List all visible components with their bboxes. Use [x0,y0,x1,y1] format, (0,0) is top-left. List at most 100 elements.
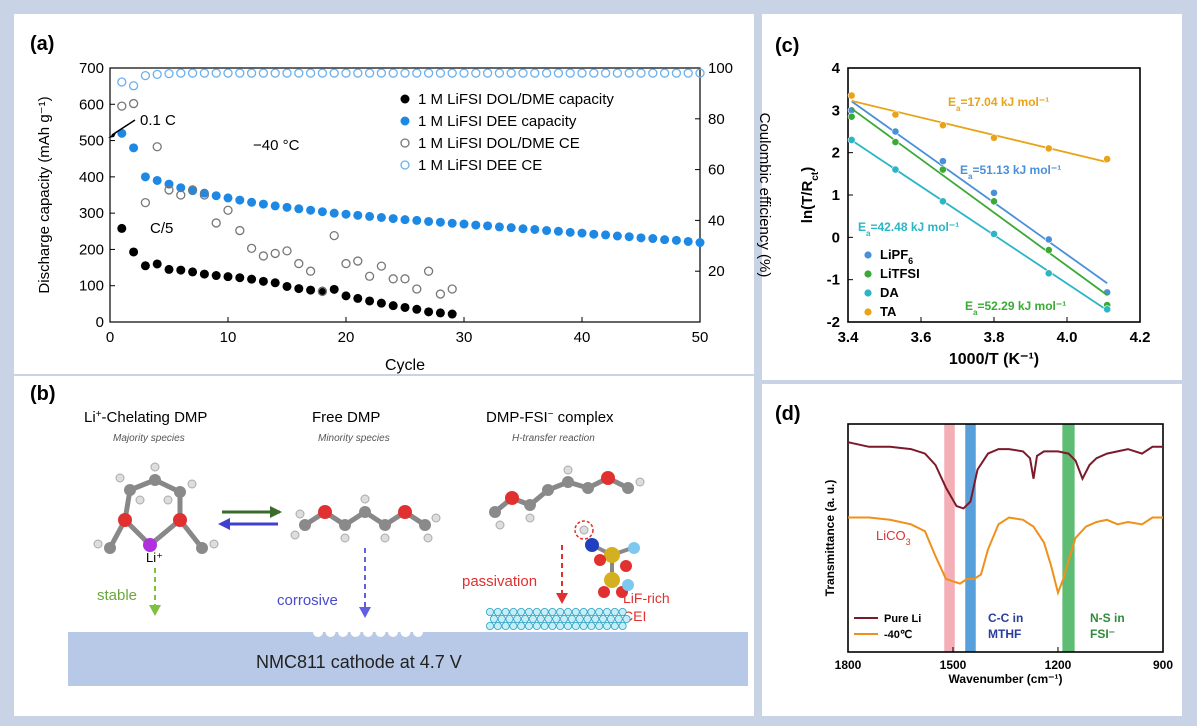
series-2-point [364,271,375,281]
series-3-point [258,68,269,78]
species-2-subtitle: Minority species [318,433,390,444]
cei-particle [603,622,612,631]
series-1-point [223,193,233,203]
cei-particle [517,622,526,631]
series-3-point [600,68,611,78]
series-3-point [1044,144,1053,153]
x-tick-label: 20 [338,329,355,346]
series-0-point [306,285,316,295]
series-2-point [435,289,446,299]
ns-band-label-line1: N-S in [1090,611,1125,625]
series-3-point [329,68,339,78]
annotation-c5: C/5 [150,220,173,237]
y2-tick-label: 20 [708,263,725,280]
y-axis-title: ln(T/Rct) [799,167,821,223]
x-tick-label: 3.4 [838,329,860,346]
series-2-point [294,258,304,269]
series-1-point [518,224,528,234]
x-tick-label: 1800 [835,658,862,672]
series-3-point [317,68,328,78]
x-tick-label: 10 [220,329,237,346]
series-1-point [270,201,280,211]
series-2-point [847,136,856,144]
cei-particle [618,608,627,617]
series-3-point [518,68,528,78]
legend-label-2: DA [880,285,899,300]
pit [338,627,348,637]
series-0-point [117,223,127,233]
y2-tick-label: 40 [708,212,725,229]
annotation-0-1c: 0.1 C [140,112,176,129]
x-axis-title: Cycle [385,357,425,374]
cc-band-label-line2: MTHF [988,627,1021,641]
series-1-point [435,217,445,227]
y2-tick-label: 100 [708,60,733,77]
series-1-point [695,238,705,248]
series-3-point [246,68,257,78]
cei-particle [509,608,518,617]
cei-particle [485,608,494,617]
series-1-point [152,175,162,185]
y-tick-label: 2 [832,145,840,162]
pit [388,627,398,637]
series-3-point [695,68,705,78]
series-1-point [624,232,634,242]
y-tick-label: 300 [79,205,104,222]
series-3-point [211,68,221,78]
series-1-point [671,235,681,245]
series-3-point [612,68,623,78]
cei-particle [540,622,549,631]
highlight-band-1 [965,424,976,652]
panel-b-label: (b) [30,383,56,405]
cei-particle [525,622,534,631]
cei-particle [571,608,580,617]
cei-particle [489,615,498,624]
cei-particle [587,608,596,617]
series-1-point [140,172,150,182]
series-1-point [660,235,670,245]
stable-arrowhead [149,605,161,616]
series-3-point [412,68,422,78]
series-0-point [164,264,174,274]
series-1-point [388,214,398,224]
equilibrium-reverse-arrowhead [218,518,230,530]
x-axis-title: 1000/T (K⁻¹) [949,351,1039,368]
cei-particle [501,622,510,631]
series-1-point [117,128,127,138]
series-0-point [388,301,398,311]
x-tick-label: 40 [574,329,591,346]
series-2-point [164,185,174,195]
series-3-point [128,81,139,91]
series-1-point [530,224,540,234]
free-dmp-molecule [290,494,441,543]
series-1-point [847,112,856,121]
series-2-point [187,185,198,195]
y-tick-label: -2 [827,314,840,331]
series-1-point [565,227,575,237]
series-3-point [939,121,947,130]
y-axis-title: Transmittance (a. u.) [823,480,837,597]
series-3-point [400,68,410,78]
series-3-point [990,133,998,142]
x-axis-title: Wavenumber (cm⁻¹) [949,672,1063,686]
series-0-point [294,284,304,294]
series-0-point [247,274,257,284]
cei-particle [595,608,604,617]
species-3-title: DMP-FSI− complex [486,409,614,427]
cei-particle [521,615,530,624]
y-tick-label: 200 [79,241,104,258]
series-2-point [376,261,387,271]
series-1-activation-energy: Ea=52.29 kJ mol⁻¹ [965,299,1066,317]
y-tick-label: 0 [832,229,840,246]
legend-marker-3 [864,308,872,316]
series-1-point [459,219,469,229]
series-1-point [939,165,947,174]
series-1-point [471,220,481,230]
series-3-point [577,68,587,78]
cei-particle [614,615,623,624]
chelating-dmp-molecule [93,462,219,554]
series-0-activation-energy: Ea=51.13 kJ mol⁻¹ [960,163,1061,181]
pit [400,627,411,637]
series-1-point [341,209,351,219]
